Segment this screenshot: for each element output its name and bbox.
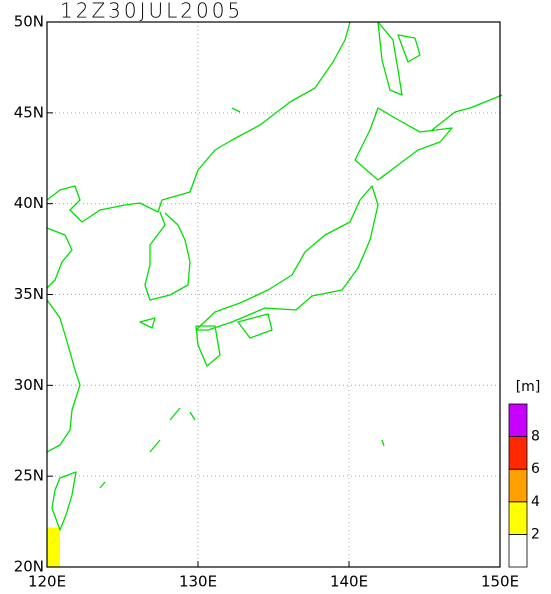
colorbar: 2 4 6 8 [508,403,540,568]
y-tick-label: 25N [14,467,44,485]
colorbar-label: 8 [531,429,540,445]
y-tick-label: 40N [14,194,44,212]
coastline [46,227,73,289]
grid [47,22,500,567]
y-tick-label: 20N [14,558,44,576]
y-tick-label: 30N [14,376,44,394]
coastline [431,94,503,131]
y-tick-label: 35N [14,285,44,303]
map-frame [46,21,501,568]
x-tick-label: 130E [179,573,217,591]
colorbar-unit: [m] [516,379,541,395]
coastline [354,107,453,181]
axes: 120E 130E 140E 150E 20N 25N 30N 35N 40N 45N 50N [14,13,519,591]
y-tick-label: 45N [14,103,44,121]
colorbar-segment [508,534,528,568]
coastline [377,21,403,96]
coastline [46,299,81,453]
coastline [99,107,385,489]
coastline [195,185,379,331]
wave-field [47,528,60,567]
colorbar-label: 6 [531,461,540,477]
colorbar-segment [508,501,528,535]
colorbar-segment [508,436,528,470]
x-tick-label: 120E [28,573,66,591]
x-tick-label: 150E [481,573,519,591]
coastline [144,211,191,301]
coastline [195,325,221,367]
map-title: 12Z30JUL2005 [60,0,243,23]
x-tick-label: 140E [330,573,368,591]
coastline [237,313,273,339]
colorbar-segment [508,403,528,437]
colorbar-label: 2 [531,526,540,542]
coastlines [46,21,503,531]
coastline [51,471,77,531]
coastline [46,21,351,223]
colorbar-segment [508,468,528,503]
coastline [397,34,421,63]
colorbar-label: 4 [531,494,540,510]
y-tick-label: 50N [14,13,44,31]
